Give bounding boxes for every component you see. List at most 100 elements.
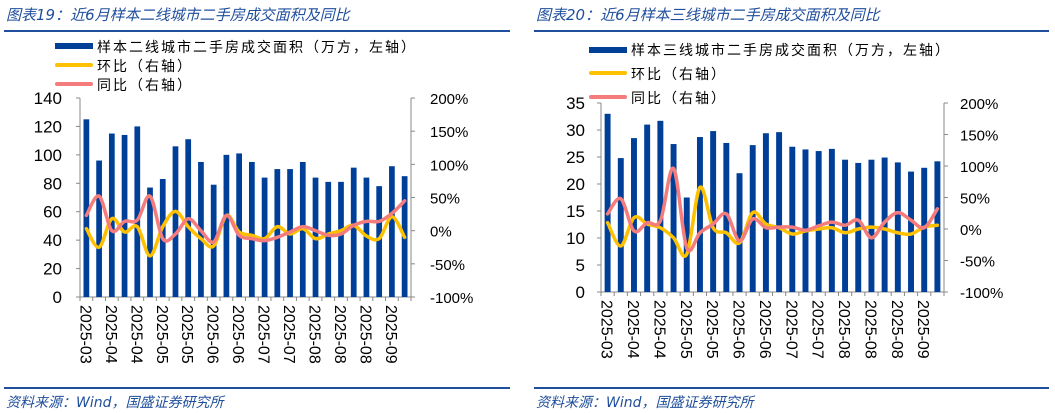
right-tick-label: 200% — [430, 91, 468, 108]
x-tick-label: 2025-08 — [861, 300, 878, 359]
bar — [696, 137, 703, 292]
x-tick-label: 2025-06 — [756, 300, 773, 359]
x-tick-label: 2025-08 — [306, 305, 323, 364]
legend-label-bar: 样本二线城市二手房成交面积（万方，左轴） — [97, 40, 417, 56]
x-tick-label: 2025-07 — [782, 300, 799, 359]
bar — [134, 126, 141, 297]
right-tick-label: 150% — [960, 128, 998, 145]
x-tick-label: 2025-08 — [835, 300, 852, 359]
x-tick-label: 2025-06 — [730, 300, 747, 359]
bar — [223, 154, 230, 297]
yoy-line — [605, 166, 940, 253]
legend-label-bar: 样本三线城市二手房成交面积（万方，左轴） — [631, 43, 951, 59]
left-tick-label: 20 — [566, 175, 585, 194]
right-tick-label: -50% — [960, 254, 995, 271]
legend-label-mom: 环比（右轴） — [631, 67, 727, 83]
x-tick-label: 2025-04 — [127, 305, 144, 364]
left-tick-label: 80 — [43, 174, 62, 193]
x-tick-label: 2025-05 — [677, 300, 694, 359]
left-tick-label: 140 — [34, 89, 62, 108]
bar — [736, 173, 743, 292]
right-tick-label: 150% — [430, 124, 468, 141]
bar — [108, 133, 115, 297]
legend-swatch-yoy — [55, 82, 93, 86]
left-tick-label: 10 — [566, 229, 585, 248]
bar — [325, 181, 332, 297]
bar — [802, 149, 809, 292]
x-tick-label: 2025-05 — [178, 305, 195, 364]
legend-swatch-mom — [589, 71, 627, 75]
left-tick-label: 25 — [566, 148, 585, 167]
bar — [723, 142, 730, 292]
right-tick-label: -100% — [430, 290, 473, 307]
left-tick-label: 5 — [576, 256, 585, 275]
bar — [376, 186, 383, 297]
bar — [172, 146, 179, 297]
right-tick-label: 100% — [430, 157, 468, 174]
x-tick-label: 2025-05 — [703, 300, 720, 359]
right-tick-label: -50% — [430, 257, 465, 274]
bar — [710, 131, 717, 292]
legend-swatch-bar — [589, 47, 627, 53]
bar — [657, 120, 664, 292]
title-divider — [4, 30, 510, 32]
left-tick-label: 40 — [43, 231, 62, 250]
left-tick-label: 100 — [34, 146, 62, 165]
bar — [96, 160, 102, 297]
x-tick-label: 2025-07 — [255, 305, 272, 364]
bar — [644, 124, 651, 292]
legend-label-yoy: 同比（右轴） — [631, 91, 727, 107]
bar — [147, 187, 153, 297]
x-tick-label: 2025-04 — [102, 305, 119, 364]
right-tick-label: 200% — [960, 96, 998, 113]
right-tick-label: 50% — [430, 191, 460, 208]
bar — [894, 162, 901, 292]
bar — [83, 119, 90, 297]
x-tick-label: 2025-07 — [280, 305, 297, 364]
bar — [236, 153, 242, 297]
chart-plot: 0 20 40 60 80 100 120 140 -100% -50% 0% 50% 100% 150%… — [34, 89, 474, 364]
bar — [350, 167, 357, 297]
x-tick-label: 2025-08 — [356, 305, 373, 364]
right-tick-label: -100% — [960, 285, 1003, 302]
mom-line — [84, 209, 407, 258]
x-tick-label: 2025-03 — [598, 300, 615, 359]
bar — [762, 133, 769, 292]
x-tick-label: 2025-09 — [382, 305, 399, 364]
right-tick-label: 100% — [960, 159, 998, 176]
left-tick-label: 15 — [566, 202, 585, 221]
left-tick-label: 120 — [34, 117, 62, 136]
left-tick-label: 30 — [566, 121, 585, 140]
source-note: 资料来源：Wind，国盛证券研究所 — [536, 395, 754, 411]
left-tick-label: 60 — [43, 203, 62, 222]
bar — [338, 181, 344, 297]
x-tick-label: 2025-09 — [914, 300, 931, 359]
right-tick-label: 0% — [430, 224, 452, 241]
x-tick-label: 2025-08 — [888, 300, 905, 359]
bar — [389, 166, 395, 297]
bar — [121, 134, 128, 297]
legend-swatch-mom — [55, 63, 93, 67]
source-divider — [4, 387, 510, 389]
bar — [274, 169, 281, 297]
bar — [670, 144, 677, 292]
mom-line — [605, 185, 940, 258]
bar — [881, 157, 888, 292]
x-tick-label: 2025-03 — [76, 305, 93, 364]
x-tick-label: 2025-05 — [153, 305, 170, 364]
bar — [617, 158, 624, 292]
legend-swatch-bar — [55, 43, 93, 49]
chart-panel-tier2: 图表19：近6月样本二线城市二手房成交面积及同比 样本二线城市二手房成交面积（万… — [4, 6, 510, 411]
chart-plot: 0 5 10 15 20 25 30 35 -100% -50% 0% 50% 100% 150% 200%… — [566, 94, 1003, 359]
legend-swatch-yoy — [589, 95, 627, 99]
left-tick-label: 20 — [43, 260, 62, 279]
legend-label-mom: 环比（右轴） — [97, 59, 193, 75]
bar — [631, 138, 637, 292]
left-tick-label: 35 — [566, 94, 585, 113]
bar — [776, 132, 783, 292]
source-note: 资料来源：Wind，国盛证券研究所 — [6, 395, 224, 411]
yoy-line — [84, 194, 407, 245]
bar — [249, 161, 255, 297]
chart-panel-tier3: 图表20：近6月样本三线城市二手房成交面积及同比 样本三线城市二手房成交面积（万… — [530, 0, 1055, 413]
x-tick-label: 2025-08 — [331, 305, 348, 364]
